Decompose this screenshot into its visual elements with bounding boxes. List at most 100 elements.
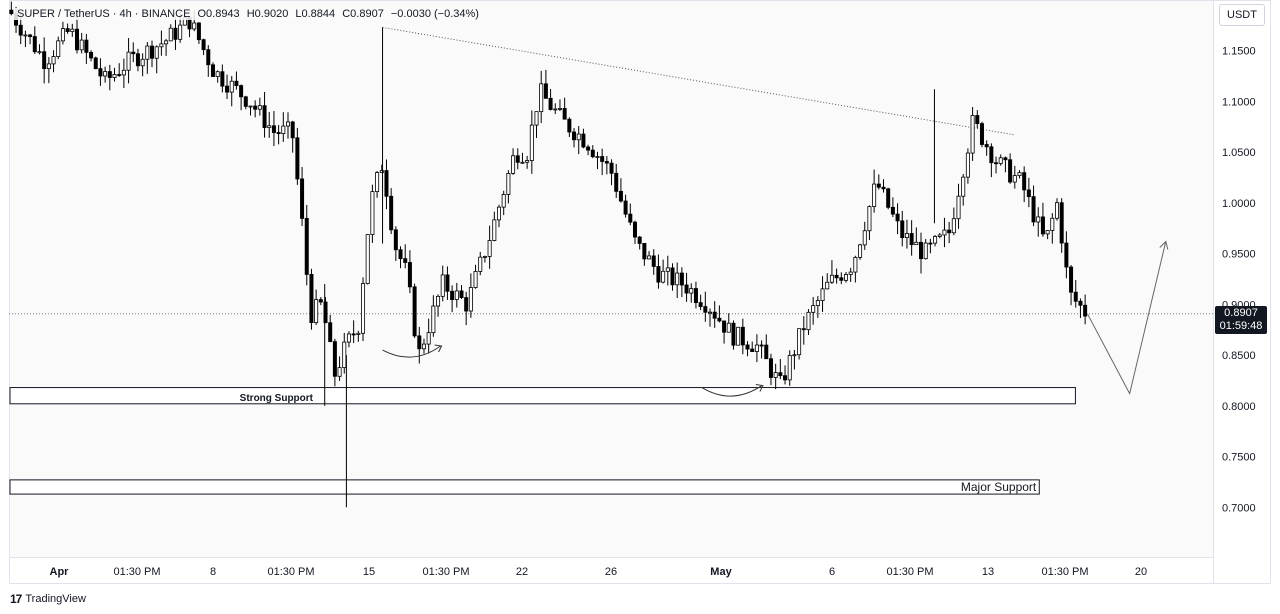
candle-body [590,149,595,158]
candle-body [726,322,731,333]
candle-body [337,367,342,377]
candle-body [994,162,999,165]
candle-body [459,290,464,298]
candle-body [93,57,98,70]
candle-body [225,85,230,93]
candle-body [440,274,445,297]
candle-body [56,40,61,57]
projection-path [1087,241,1167,396]
candle-body [965,152,970,178]
candle-body [848,271,853,275]
candle-body [881,186,886,190]
candle-body [604,161,609,164]
ohlc-close: C0.8907 [342,8,384,20]
candle-body [412,286,417,337]
candle-body [670,267,675,286]
price-axis[interactable] [1214,0,1271,558]
candle-body [454,290,459,300]
candle-body [65,28,70,32]
candle-body [708,311,713,314]
symbol-name[interactable]: SUPER / TetherUS · 4h · BINANCE [17,8,191,20]
candle-body [126,51,131,71]
y-tick-label: 0.9500 [1222,249,1256,261]
candle-body [276,132,281,135]
candle-body [431,305,436,334]
candle-body [154,46,159,59]
x-tick-label: 26 [605,566,617,578]
currency-button[interactable]: USDT [1219,4,1265,26]
candle-body [975,115,980,125]
candle-body [1026,189,1031,198]
candle-body [843,274,848,281]
y-tick-label: 1.1500 [1222,46,1256,58]
candle-body [70,28,75,32]
candle-body [1069,266,1074,293]
candle-body [1012,175,1017,183]
candle-body [1040,216,1045,235]
candle-body [801,328,806,331]
descending-trendline [382,26,1016,136]
candle-body [792,354,797,357]
candle-body [79,39,84,51]
candle-body [829,274,834,283]
candle-body [1022,172,1027,191]
time-axis[interactable] [9,558,1214,584]
candle-body [140,58,145,67]
candle-body [815,300,820,306]
candle-body [886,188,891,208]
candle-body [989,146,994,164]
tradingview-logo-icon: 17 [10,592,22,606]
candle-body [370,191,375,235]
candle-body [914,241,919,246]
candle-body [89,51,94,59]
candle-body [23,34,28,37]
x-tick-label: 01:30 PM [886,566,933,578]
candle-body [220,71,225,87]
candle-body [51,56,56,65]
y-tick-label: 0.8000 [1222,401,1256,413]
candle-body [703,306,708,313]
candle-body [121,69,126,76]
curved-arrow [701,385,763,397]
candle-body [919,241,924,260]
candle-body [890,206,895,215]
candle-body [740,326,745,346]
candle-body [637,236,642,244]
projection-arrow-head [1159,240,1169,250]
y-tick-label: 1.1000 [1222,96,1256,108]
candle-body [1054,202,1059,219]
candle-body [285,121,290,127]
candle-body [956,195,961,220]
candle-body [356,332,361,335]
candle-body [548,97,553,110]
candle-body [679,272,684,286]
brand-footer[interactable]: 17 TradingView [10,592,86,606]
candle-body [351,333,356,336]
axis-corner [1214,558,1271,584]
candle-body [1059,202,1064,244]
x-tick-label: May [710,566,732,578]
candle-body [858,244,863,258]
candle-body [379,170,384,174]
candle-body [243,96,248,107]
candle-body [117,74,122,76]
candle-body [736,326,741,346]
candle-body [586,146,591,151]
candle-body [731,322,736,346]
candle-body [318,299,323,303]
candle-body [1008,159,1013,183]
candle-body [712,311,717,319]
symbol-legend[interactable]: SUPER / TetherUS · 4h · BINANCE O0.8943 … [14,8,486,20]
candle-body [768,358,773,378]
candle-body [693,288,698,303]
candle-body [998,157,1003,164]
candle-body [436,295,441,307]
candle-body [281,125,286,135]
candle-body [295,137,300,180]
candle-body [900,220,905,239]
chart-pane[interactable] [9,0,1214,558]
candle-body [661,270,666,283]
x-tick-label: 01:30 PM [267,566,314,578]
candle-body [909,233,914,246]
candle-body [820,288,825,301]
